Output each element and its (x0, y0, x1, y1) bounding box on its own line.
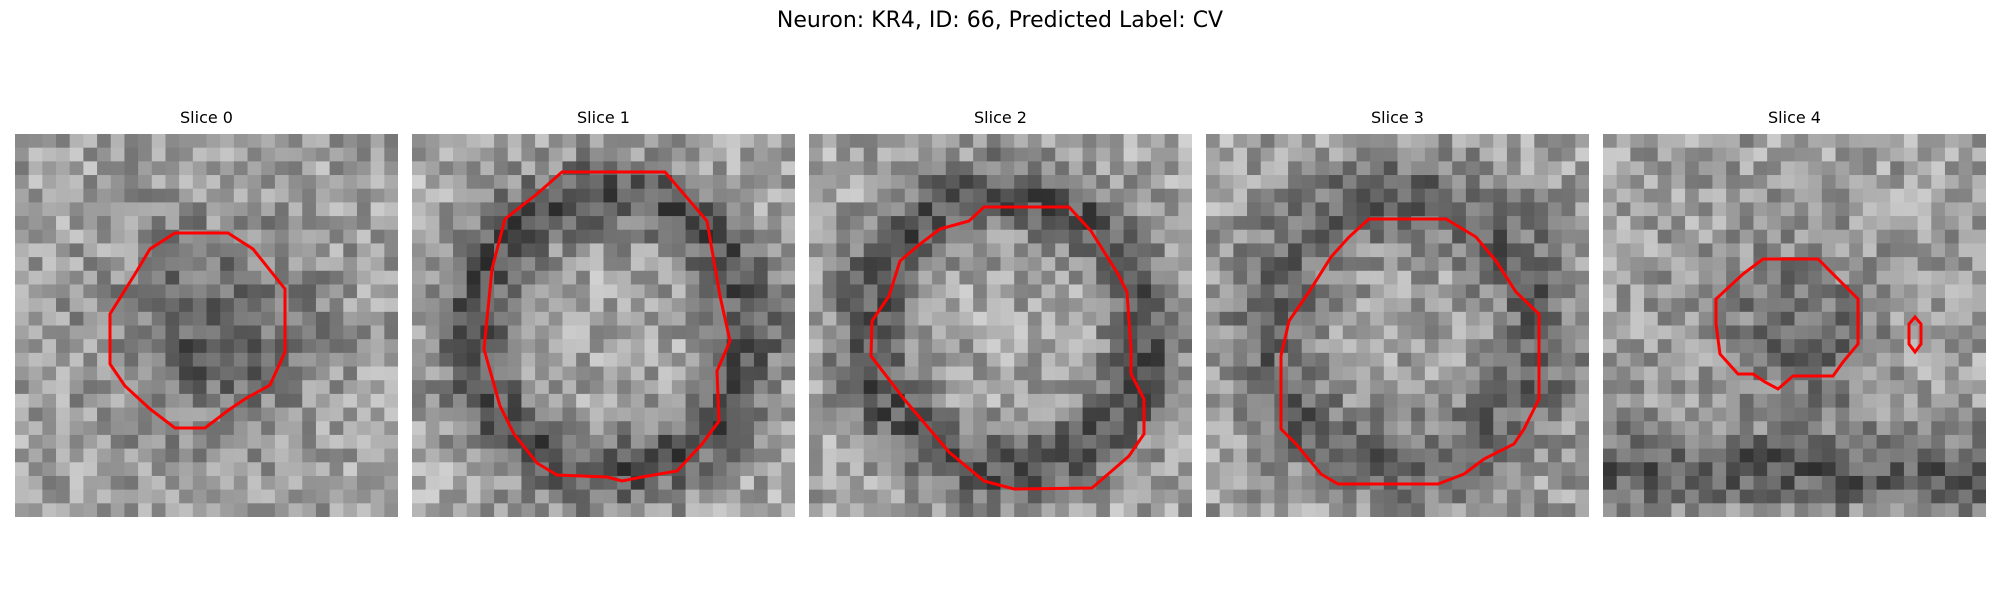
roi-contour (1279, 217, 1541, 486)
slice-title: Slice 1 (577, 108, 630, 127)
roi-contour (482, 170, 732, 483)
microscopy-slice-image (1603, 134, 1986, 517)
microscopy-slice-image (412, 134, 795, 517)
slice-panel-0: Slice 0 (15, 109, 398, 517)
figure-title: Neuron: KR4, ID: 66, Predicted Label: CV (776, 8, 1224, 33)
slice-panel-2: Slice 2 (809, 109, 1192, 517)
slice-title: Slice 2 (974, 108, 1027, 127)
microscopy-slice-image (1206, 134, 1589, 517)
microscopy-slice-image (15, 134, 398, 517)
roi-contour (108, 231, 287, 430)
slice-title: Slice 4 (1768, 108, 1821, 127)
roi-contour (1714, 257, 1860, 391)
slice-panel-3: Slice 3 (1206, 109, 1589, 517)
microscopy-slice-image (809, 134, 1192, 517)
slice-panel-1: Slice 1 (412, 109, 795, 517)
slice-title: Slice 0 (180, 108, 233, 127)
slice-title: Slice 3 (1371, 108, 1424, 127)
roi-contour (869, 205, 1146, 491)
slice-panel-4: Slice 4 (1603, 109, 1986, 517)
roi-contour-small (1907, 314, 1923, 355)
